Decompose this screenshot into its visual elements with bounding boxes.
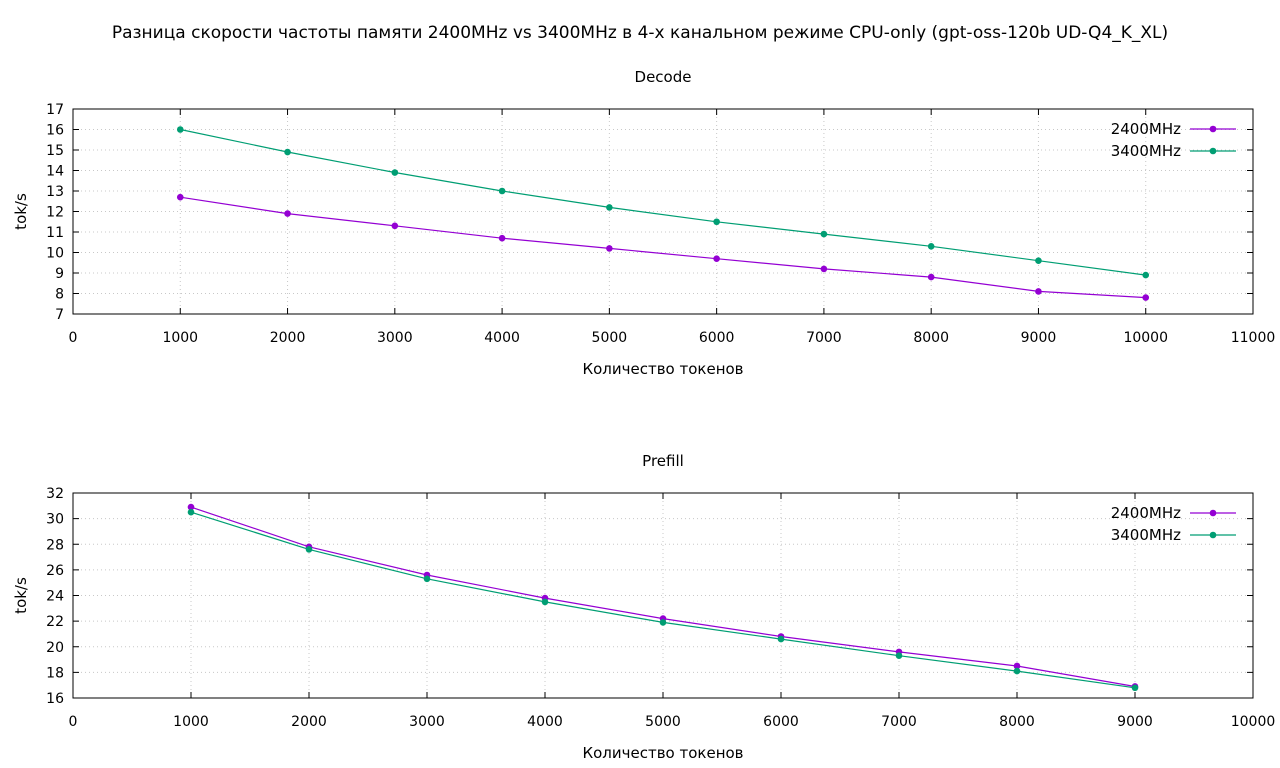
prefill-xtick-label: 5000 [645, 714, 681, 730]
figure-title: Разница скорости частоты памяти 2400MHz … [112, 23, 1168, 43]
decode-point-2400mhz [927, 273, 935, 281]
decode-ytick-label: 17 [46, 102, 64, 118]
prefill-xtick-label: 7000 [881, 714, 917, 730]
decode-title: Decode [635, 68, 692, 86]
decode-point-3400mhz [391, 169, 399, 176]
prefill-ytick-label: 32 [46, 486, 64, 502]
prefill-point-3400mhz [895, 652, 903, 660]
prefill-chart: Prefill 16 18 20 22 24 26 28 30 32 0 1000 2000 3000 40… [12, 452, 1275, 762]
decode-point-3400mhz [284, 148, 291, 156]
decode-point-3400mhz [606, 204, 613, 211]
decode-legend-marker-2400mhz [1209, 125, 1217, 133]
decode-series-line-3400mhz [180, 128, 1146, 276]
decode-point-2400mhz [498, 234, 506, 242]
decode-point-2400mhz [713, 255, 720, 262]
prefill-ytick-label: 22 [46, 614, 64, 630]
decode-ytick-label: 9 [55, 266, 64, 282]
prefill-ylabel: tok/s [12, 577, 30, 614]
prefill-point-3400mhz [1013, 667, 1021, 675]
prefill-series-line-2400mhz [190, 506, 1136, 688]
prefill-ytick-label: 24 [46, 589, 64, 605]
decode-xtick-label: 10000 [1123, 330, 1168, 346]
prefill-xtick-label: 0 [69, 714, 78, 730]
prefill-xtick-label: 10000 [1231, 714, 1276, 730]
prefill-point-3400mhz [305, 546, 313, 553]
prefill-xtick-label: 8000 [999, 714, 1035, 730]
prefill-ytick-label: 30 [46, 512, 64, 528]
decode-point-2400mhz [1142, 294, 1150, 301]
decode-point-3400mhz [820, 230, 828, 238]
prefill-point-2400mhz [187, 503, 195, 511]
decode-point-2400mhz [176, 193, 184, 201]
decode-point-3400mhz [713, 218, 720, 226]
prefill-point-3400mhz [541, 598, 549, 606]
prefill-point-3400mhz [187, 508, 195, 516]
prefill-ytick-label: 26 [46, 563, 64, 579]
decode-ytick-label: 10 [46, 246, 64, 262]
decode-ytick-label: 15 [46, 143, 64, 159]
decode-xtick-label: 7000 [806, 330, 842, 346]
prefill-xtick-label: 2000 [291, 714, 327, 730]
decode-point-3400mhz [498, 187, 506, 195]
prefill-xtick-label: 6000 [763, 714, 799, 730]
prefill-xtick-label: 3000 [409, 714, 445, 730]
prefill-title: Prefill [642, 452, 684, 470]
prefill-point-3400mhz [659, 619, 667, 626]
decode-point-3400mhz [1035, 257, 1042, 265]
decode-xtick-label: 9000 [1021, 330, 1057, 346]
decode-point-3400mhz [176, 126, 184, 133]
decode-point-2400mhz [284, 210, 291, 217]
prefill-xtick-label: 4000 [527, 714, 563, 730]
decode-xtick-label: 8000 [913, 330, 949, 346]
prefill-xtick-label: 9000 [1117, 714, 1153, 730]
prefill-ytick-label: 28 [46, 537, 64, 553]
prefill-point-3400mhz [777, 635, 785, 643]
prefill-legend-label-2400mhz: 2400MHz [1111, 504, 1181, 522]
prefill-ytick-label: 16 [46, 691, 64, 707]
decode-xtick-label: 0 [69, 330, 78, 346]
decode-xtick-label: 2000 [270, 330, 306, 346]
decode-ytick-label: 12 [46, 205, 64, 221]
decode-xtick-label: 6000 [699, 330, 735, 346]
decode-legend-label-3400mhz: 3400MHz [1111, 142, 1181, 160]
decode-ytick-label: 13 [46, 184, 64, 200]
decode-xtick-label: 3000 [377, 330, 413, 346]
prefill-legend-label-3400mhz: 3400MHz [1111, 526, 1181, 544]
decode-xtick-label: 11000 [1231, 330, 1276, 346]
prefill-point-3400mhz [1131, 684, 1139, 692]
decode-ytick-label: 7 [55, 307, 64, 323]
decode-xtick-label: 5000 [592, 330, 628, 346]
prefill-point-2400mhz [1013, 662, 1021, 670]
decode-point-2400mhz [1035, 288, 1042, 295]
prefill-legend-marker-3400mhz [1209, 531, 1217, 539]
decode-point-2400mhz [820, 265, 828, 273]
decode-point-2400mhz [391, 222, 399, 230]
decode-legend-marker-3400mhz [1209, 147, 1217, 155]
decode-xtick-label: 4000 [484, 330, 520, 346]
prefill-xtick-label: 1000 [173, 714, 209, 730]
prefill-ytick-label: 18 [46, 665, 64, 681]
prefill-legend-marker-2400mhz [1209, 509, 1217, 517]
decode-ylabel: tok/s [12, 193, 30, 230]
decode-ytick-label: 11 [46, 225, 64, 241]
prefill-ytick-label: 20 [46, 640, 64, 656]
decode-series-line-2400mhz [180, 196, 1146, 299]
decode-xlabel: Количество токенов [582, 360, 743, 378]
prefill-xlabel: Количество токенов [582, 744, 743, 762]
decode-chart: Decode 7 8 9 10 11 12 13 14 15 16 17 0 1000 2000 3000 40… [12, 68, 1275, 378]
decode-point-3400mhz [927, 243, 935, 250]
decode-ytick-label: 14 [46, 164, 64, 180]
decode-point-2400mhz [606, 245, 613, 252]
decode-ytick-label: 16 [46, 123, 64, 139]
decode-point-3400mhz [1142, 271, 1150, 279]
decode-legend-label-2400mhz: 2400MHz [1111, 120, 1181, 138]
prefill-point-3400mhz [423, 575, 431, 583]
decode-xtick-label: 1000 [162, 330, 198, 346]
decode-ytick-label: 8 [55, 287, 64, 303]
